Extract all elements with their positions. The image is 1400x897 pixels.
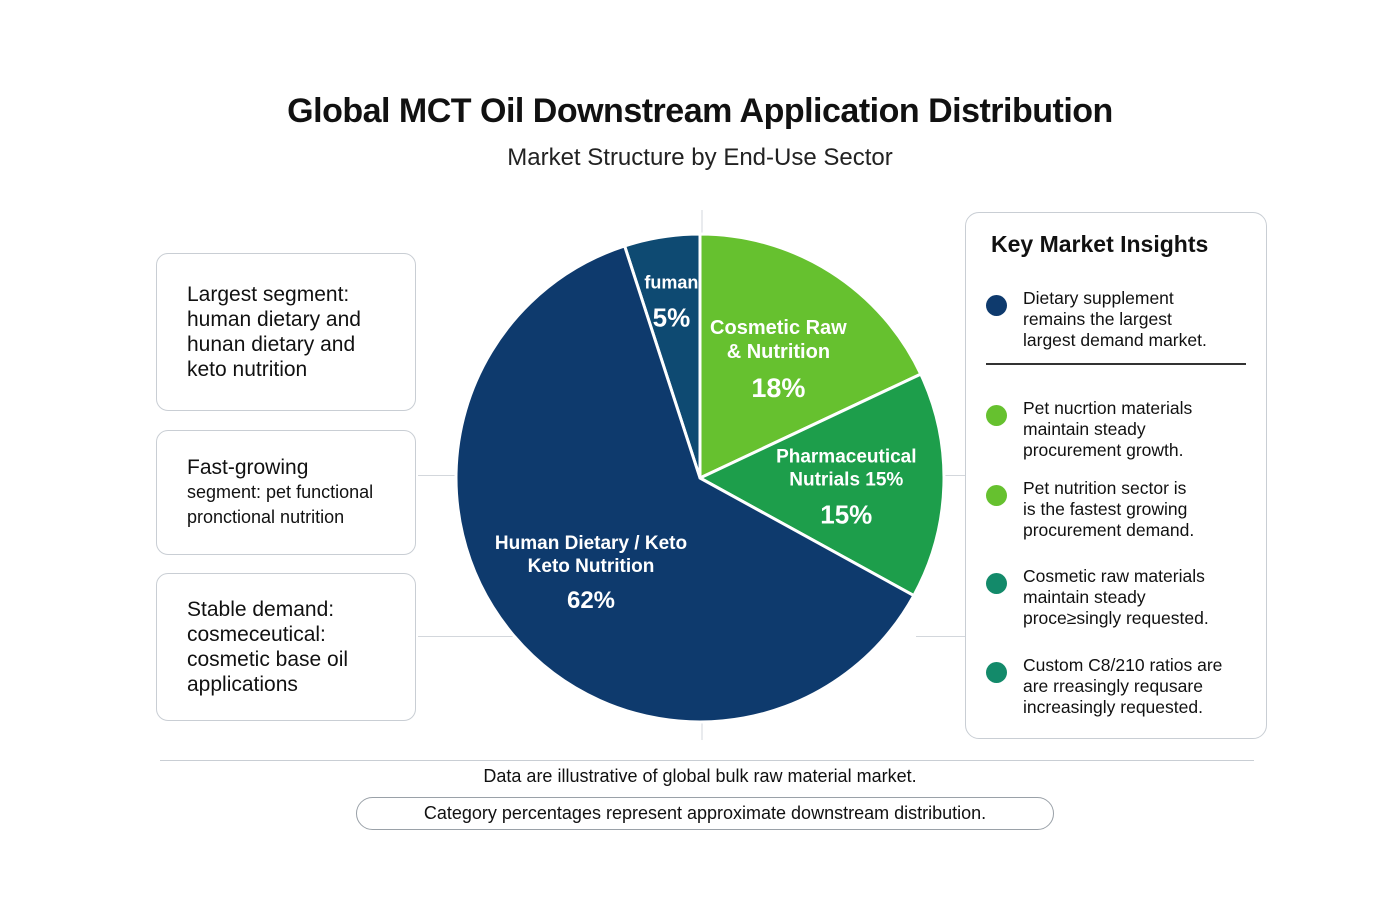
insight-line: proce≥singly requested. [1023,608,1209,628]
insight-line: Custom C8/210 ratios are [1023,655,1223,675]
insights-divider [986,363,1246,365]
pie-slice [454,244,916,724]
note-stable-demand: Stable demand: cosmeceutical: cosmetic b… [156,573,416,721]
bullet-dot-icon [986,485,1007,506]
connector-line [942,475,965,476]
insight-text: Custom C8/210 ratios are are rreasingly r… [1023,655,1258,718]
slice-value-label: 5% [653,302,691,332]
note-line: segment: pet functional [187,482,374,502]
slice-value-label: 15% [820,500,872,530]
note-fast-growing: Fast-growing segment: pet functional pro… [156,430,416,555]
note-line: pronctional nutrition [187,507,345,527]
pie-labels: fuman 5% Cosmetic Raw& Nutrition 18% Pharmac… [495,272,917,614]
note-line: Stable demand: [187,598,335,621]
pie-slice [696,372,946,598]
page-subtitle: Market Structure by End-Use Sector [507,144,893,171]
slice-label: & Nutrition [727,341,830,363]
insight-line: procurement demand. [1023,520,1195,540]
insight-line: increasingly requested. [1023,697,1203,717]
connector-line [916,636,965,637]
bullet-dot-icon [986,662,1007,683]
footer-divider [160,760,1254,761]
insight-text: Pet nucrtion materials maintain steady pro… [1023,398,1258,461]
bullet-dot-icon [986,573,1007,594]
pie-chart: fuman 5% Cosmetic Raw& Nutrition 18% Pharmac… [454,210,946,740]
note-line: applications [187,673,298,696]
insight-line: are rreasingly requsare [1023,676,1203,696]
insight-line: is the fastest growing [1023,499,1188,519]
insight-line: largest demand market. [1023,330,1207,350]
insight-line: maintain steady [1023,419,1146,439]
key-insights-panel: Key Market Insights Dietary supplement re… [965,212,1267,739]
note-line: human dietary and [187,308,361,331]
slice-label: Cosmetic Raw [710,317,847,339]
note-line: Largest segment: [187,283,350,306]
insight-text: Cosmetic raw materials maintain steady pro… [1023,566,1258,629]
note-largest-segment: Largest segment: human dietary and hunan… [156,253,416,411]
insight-line: Pet nutrition sector is [1023,478,1187,498]
pie-slices [454,232,946,724]
slice-label: Pharmaceutical [776,447,916,468]
connector-line [418,475,458,476]
insight-line: Pet nucrtion materials [1023,398,1193,418]
note-line: cosmetic base oil [187,648,349,671]
slice-value-label: 18% [751,373,805,403]
connector-line [418,636,514,637]
note-line: Fast-growing [187,456,309,479]
insight-text: Pet nutrition sector is is the fastest gr… [1023,478,1258,541]
insight-text: Dietary supplement remains the largest lar… [1023,288,1258,351]
pie-slice [698,232,923,481]
slice-value-label: 62% [567,587,615,614]
insight-line: Dietary supplement [1023,288,1174,308]
slice-label: Nutrials 15% [789,470,903,491]
slice-label: Keto Nutrition [528,556,655,577]
slice-label: Human Dietary / Keto [495,533,687,554]
insight-line: remains the largest [1023,309,1172,329]
note-line: cosmeceutical: [187,623,326,646]
note-line: keto nutrition [187,358,308,381]
footer-pill: Category percentages represent approxima… [356,797,1054,830]
insight-line: maintain steady [1023,587,1146,607]
insight-line: procurement growth. [1023,440,1184,460]
note-line: hunan dietary and [187,333,356,356]
footer-note: Data are illustrative of global bulk raw… [483,766,917,786]
bullet-dot-icon [986,405,1007,426]
slice-label: fuman [644,272,698,292]
insight-line: Cosmetic raw materials [1023,566,1205,586]
bullet-dot-icon [986,295,1007,316]
page-title: Global MCT Oil Downstream Application Di… [287,92,1113,130]
insights-title: Key Market Insights [991,231,1209,257]
